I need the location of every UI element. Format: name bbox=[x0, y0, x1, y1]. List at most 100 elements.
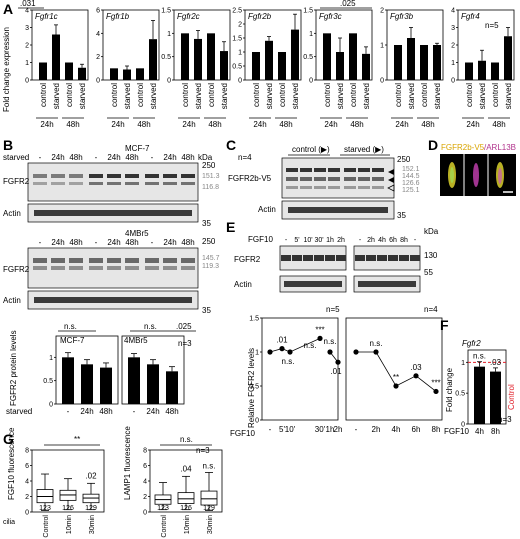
bar bbox=[420, 45, 428, 80]
y-tick-label: 3 bbox=[451, 25, 455, 32]
bar bbox=[207, 33, 215, 80]
panel-a-charts: Fgfr1c 0 1 2 3 4 control starved control starved 2… bbox=[25, 8, 515, 129]
lane-label: 1h bbox=[326, 237, 334, 244]
panel-b-lanes-top: -24h 48h -24h 48h -24h 48h bbox=[39, 153, 195, 162]
group-label: 24h bbox=[324, 120, 337, 129]
x-label: 8h bbox=[432, 425, 441, 434]
panel-f-gene: Fgfr2 bbox=[462, 339, 481, 348]
panel-b-p-2: .025 bbox=[176, 322, 192, 331]
y-tick-label: 8 bbox=[143, 448, 147, 455]
condition-label: control bbox=[323, 83, 332, 107]
condition-label: starved bbox=[265, 83, 274, 109]
blot-band bbox=[300, 177, 312, 181]
y-tick-label: 1 bbox=[451, 60, 455, 67]
blot-band bbox=[125, 174, 139, 178]
significance-label: .04 bbox=[180, 465, 192, 474]
blot-band bbox=[69, 258, 83, 263]
chart-frame bbox=[345, 317, 443, 421]
group-label: 24h bbox=[40, 120, 53, 129]
condition-label: control bbox=[278, 83, 287, 107]
y-tick-label: 3 bbox=[25, 25, 29, 32]
condition-label: control bbox=[394, 83, 403, 107]
blot-band bbox=[89, 174, 103, 178]
blot-band bbox=[372, 168, 384, 172]
lane-label: 5' bbox=[294, 237, 299, 244]
panel-b-fgfr2-label: FGFR2 bbox=[3, 177, 30, 186]
group-label: 24h bbox=[182, 120, 195, 129]
bar bbox=[504, 36, 512, 80]
bar bbox=[52, 34, 60, 80]
chart-title: Fgfr3b bbox=[390, 12, 414, 21]
x-label: - bbox=[355, 425, 358, 434]
y-tick-label: 0 bbox=[25, 78, 29, 85]
bar bbox=[123, 69, 131, 80]
blot-band bbox=[89, 258, 103, 263]
blot-band bbox=[328, 168, 340, 172]
blot-band bbox=[328, 177, 340, 181]
x-label: - bbox=[269, 425, 272, 434]
panel-b-ns-1: n.s. bbox=[64, 322, 77, 331]
condition-label: control bbox=[465, 83, 474, 107]
blot-band bbox=[107, 266, 121, 270]
panel-c-mw-152: 152.1 bbox=[402, 166, 420, 173]
bar bbox=[149, 39, 157, 80]
panel-e-mw-55: 55 bbox=[424, 268, 433, 277]
panel-c-control: control (▶) bbox=[292, 145, 330, 154]
panel-b-bar-title-2: 4MBr5 bbox=[124, 336, 148, 345]
significance-label: n.s. bbox=[304, 341, 317, 350]
blot-band bbox=[51, 174, 65, 178]
box bbox=[177, 492, 195, 504]
blot-band bbox=[358, 186, 370, 189]
y-tick-label: 2 bbox=[25, 494, 29, 501]
chart-title: Fgfr2c bbox=[177, 12, 200, 21]
x-label: 5' bbox=[279, 425, 285, 434]
chart-frame bbox=[261, 317, 339, 421]
y-tick-label: 0 bbox=[167, 78, 171, 85]
lane-label: - bbox=[414, 237, 417, 244]
blot-band bbox=[358, 177, 370, 181]
count-label: 129 bbox=[85, 505, 97, 512]
data-point bbox=[317, 335, 323, 341]
blot-band bbox=[410, 255, 420, 261]
panel-g-n: n=3 bbox=[196, 446, 210, 455]
condition-label: starved bbox=[52, 83, 61, 109]
blot-band bbox=[125, 258, 139, 263]
y-tick-label: 0 bbox=[238, 78, 242, 85]
panel-b-fgfr2-label-2: FGFR2 bbox=[3, 265, 30, 274]
lane-label: 48h bbox=[69, 153, 82, 162]
data-point bbox=[393, 383, 399, 389]
x-label: - bbox=[67, 407, 70, 416]
y-tick-label: 4 bbox=[96, 31, 100, 38]
blot-band bbox=[125, 182, 139, 185]
count-label: 126 bbox=[62, 505, 74, 512]
significance-label: n.s. bbox=[282, 357, 295, 366]
y-tick-label: 1 bbox=[255, 350, 259, 357]
panel-f-ylabel: Fold change bbox=[445, 367, 454, 412]
bar bbox=[78, 67, 86, 80]
bar bbox=[147, 364, 159, 404]
blot-band bbox=[89, 182, 103, 185]
lane-label: - bbox=[151, 153, 154, 162]
x-label: 4h bbox=[475, 427, 484, 436]
condition-label: control bbox=[207, 83, 216, 107]
blot-band bbox=[286, 168, 298, 172]
panel-e-kda: kDa bbox=[424, 227, 439, 236]
panel-d-label-1: FGFR2b-V5 bbox=[441, 143, 485, 152]
significance-label: .01 bbox=[276, 336, 288, 345]
panel-g-letter: G bbox=[3, 431, 14, 447]
panel-e-line-charts: 00.511.5- 5' 10' 30' 1h 2h -2h 4h 6h 8hn.s..01***… bbox=[249, 316, 443, 434]
x-label: 24h bbox=[80, 407, 93, 416]
count-label: 126 bbox=[180, 505, 192, 512]
y-tick-label: 0 bbox=[143, 510, 147, 517]
condition-label: starved bbox=[504, 83, 513, 109]
panel-c-actin-band bbox=[288, 207, 388, 213]
panel-f-xtitle: FGF10 bbox=[444, 427, 469, 436]
panel-g-ns: n.s. bbox=[180, 435, 193, 444]
y-tick-label: 0 bbox=[380, 78, 384, 85]
x-label: 30min bbox=[207, 515, 214, 534]
panel-e-n-right: n=4 bbox=[424, 305, 438, 314]
y-tick-label: 0 bbox=[309, 78, 313, 85]
blot-band bbox=[286, 177, 298, 181]
panel-e-mw-130: 130 bbox=[424, 251, 438, 260]
condition-label: control bbox=[110, 83, 119, 107]
